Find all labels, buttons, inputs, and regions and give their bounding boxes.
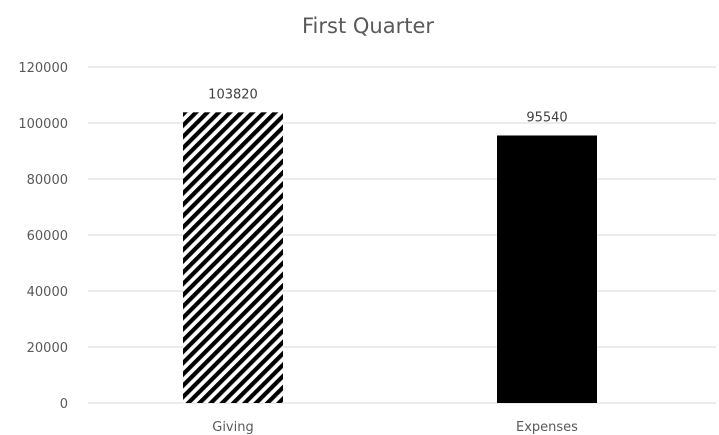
- bars: [183, 112, 597, 403]
- chart-title: First Quarter: [302, 14, 434, 38]
- y-tick-label: 60000: [27, 229, 68, 244]
- y-tick-label: 40000: [27, 285, 68, 300]
- data-label-expenses: 95540: [526, 110, 567, 125]
- bar-expenses: [497, 135, 597, 403]
- y-tick-label: 100000: [18, 117, 68, 132]
- y-axis-tick-labels: 0 20000 40000 60000 80000 100000 120000: [18, 61, 68, 412]
- x-tick-label-expenses: Expenses: [516, 420, 578, 435]
- data-label-giving: 103820: [208, 87, 258, 102]
- y-tick-label: 20000: [27, 341, 68, 356]
- y-tick-label: 0: [60, 397, 68, 412]
- y-tick-label: 80000: [27, 173, 68, 188]
- data-labels: 103820 95540: [208, 87, 568, 125]
- gridlines: [88, 66, 716, 404]
- bar-giving: [183, 112, 283, 403]
- y-tick-label: 120000: [18, 61, 68, 76]
- x-tick-label-giving: Giving: [212, 420, 253, 435]
- x-axis-tick-labels: Giving Expenses: [212, 420, 578, 435]
